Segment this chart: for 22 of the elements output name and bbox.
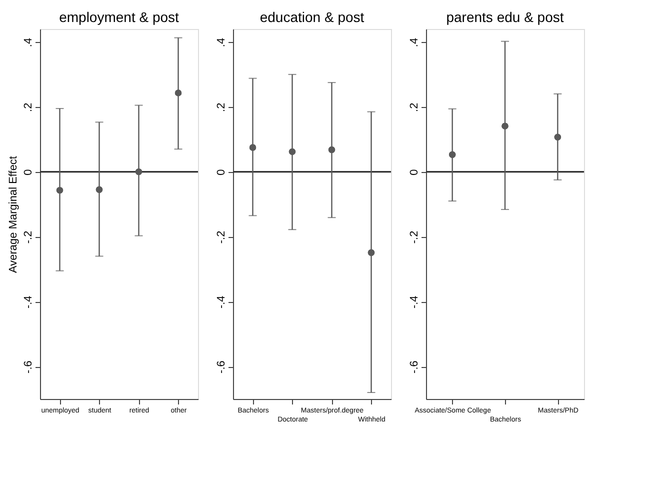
y-tick-label: -.6 xyxy=(408,360,420,374)
y-tick-label: .2 xyxy=(216,102,228,112)
y-tick-label: .4 xyxy=(408,38,420,48)
y-tick-label: .4 xyxy=(216,38,228,48)
chart-title: education & post xyxy=(260,9,364,25)
y-tick-label: -.4 xyxy=(408,296,420,309)
chart-title: parents edu & post xyxy=(446,9,564,25)
y-tick-label: -.2 xyxy=(216,230,228,244)
y-tick-label: .2 xyxy=(408,102,420,112)
y-tick-label: -.4 xyxy=(22,296,34,309)
y-tick-label: 0 xyxy=(216,169,228,176)
y-tick-label: -.4 xyxy=(216,296,228,309)
y-tick-label: -.6 xyxy=(216,360,228,374)
y-axis-title: Average Marginal Effect xyxy=(8,156,20,273)
y-tick-label: 0 xyxy=(22,169,34,176)
y-tick-label: .4 xyxy=(22,38,34,48)
y-tick-label: .2 xyxy=(22,102,34,112)
chart-title: employment & post xyxy=(59,9,180,25)
y-tick-label: 0 xyxy=(408,169,420,176)
y-tick-label: -.2 xyxy=(22,230,34,244)
y-tick-label: -.2 xyxy=(408,230,420,244)
y-tick-label: -.6 xyxy=(22,360,34,374)
